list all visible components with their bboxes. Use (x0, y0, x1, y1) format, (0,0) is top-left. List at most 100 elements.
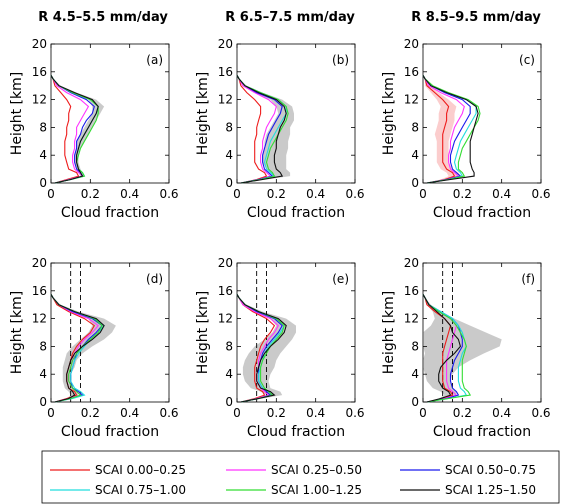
x-tick-label: 0 (233, 187, 241, 201)
y-tick-label: 12 (218, 312, 233, 326)
series-line-2 (422, 75, 465, 184)
x-tick-label: 0.6 (531, 406, 550, 420)
x-tick-label: 0.6 (159, 406, 178, 420)
legend-label: SCAI 1.00–1.25 (271, 483, 362, 497)
axes-box (236, 43, 356, 184)
y-axis-label: Height [km] (195, 291, 211, 374)
y-tick-label: 8 (411, 120, 419, 134)
series-line-3 (236, 75, 283, 184)
y-tick-label: 12 (32, 93, 47, 107)
y-tick-label: 0 (225, 176, 233, 190)
y-tick-label: 12 (404, 312, 419, 326)
series-line-4 (422, 294, 468, 403)
series-line-3 (236, 294, 283, 403)
y-tick-label: 16 (32, 65, 47, 79)
series-line-1 (236, 294, 276, 403)
y-tick-label: 0 (39, 395, 47, 409)
legend-label: SCAI 0.00–0.25 (95, 463, 186, 477)
legend-label: SCAI 1.25–1.50 (445, 483, 536, 497)
series-line-1 (236, 75, 268, 184)
y-tick-label: 8 (411, 339, 419, 353)
y-tick-label: 0 (411, 176, 419, 190)
x-tick-label: 0.4 (306, 406, 325, 420)
y-tick-label: 8 (225, 120, 233, 134)
y-tick-label: 20 (218, 37, 233, 51)
y-tick-label: 4 (225, 367, 233, 381)
series-line-3 (422, 75, 471, 184)
y-tick-label: 16 (32, 284, 47, 298)
x-tick-label: 0.2 (81, 187, 100, 201)
x-tick-label: 0 (47, 406, 55, 420)
x-tick-label: 0 (233, 406, 241, 420)
y-tick-label: 20 (404, 37, 419, 51)
x-axis-label: Cloud fraction (433, 424, 531, 440)
y-tick-label: 12 (404, 93, 419, 107)
x-tick-label: 0.6 (531, 187, 550, 201)
y-tick-label: 20 (404, 256, 419, 270)
x-axis-label: Cloud fraction (61, 205, 159, 221)
x-tick-label: 0.2 (453, 187, 472, 201)
x-tick-label: 0.2 (267, 406, 286, 420)
y-tick-label: 16 (218, 65, 233, 79)
x-axis-label: Cloud fraction (247, 205, 345, 221)
y-tick-label: 8 (39, 120, 47, 134)
column-title-1: R 4.5–5.5 mm/day (38, 10, 168, 25)
y-tick-label: 16 (218, 284, 233, 298)
x-tick-label: 0.2 (81, 406, 100, 420)
x-axis-label: Cloud fraction (61, 424, 159, 440)
x-tick-label: 0 (419, 406, 427, 420)
panel-label: (e) (332, 272, 349, 286)
y-axis-label: Height [km] (381, 291, 397, 374)
x-tick-label: 0.4 (492, 187, 511, 201)
x-tick-label: 0 (47, 187, 55, 201)
x-tick-label: 0.2 (453, 406, 472, 420)
panel-label: (a) (146, 53, 163, 67)
panel-label: (d) (146, 272, 163, 286)
series-line-6 (236, 75, 287, 184)
y-axis-label: Height [km] (9, 291, 25, 374)
uncertainty-band (51, 75, 105, 183)
x-tick-label: 0.6 (159, 187, 178, 201)
panel-label: (f) (521, 272, 535, 286)
x-tick-label: 0.4 (120, 406, 139, 420)
y-axis-label: Height [km] (195, 72, 211, 155)
series-line-2 (236, 75, 277, 184)
y-tick-label: 4 (411, 148, 419, 162)
x-axis-label: Cloud fraction (247, 424, 345, 440)
axes-box (50, 43, 170, 184)
panel-label: (c) (519, 53, 535, 67)
legend-label: SCAI 0.75–1.00 (95, 483, 186, 497)
series-line-6 (422, 75, 479, 184)
legend-box (41, 450, 560, 504)
y-axis-label: Height [km] (9, 72, 25, 155)
y-tick-label: 20 (218, 256, 233, 270)
y-tick-label: 20 (32, 37, 47, 51)
column-title-3: R 8.5–9.5 mm/day (411, 10, 541, 25)
legend-label: SCAI 0.25–0.50 (271, 463, 362, 477)
y-tick-label: 8 (39, 339, 47, 353)
column-title-2: R 6.5–7.5 mm/day (225, 10, 355, 25)
legend-label: SCAI 0.50–0.75 (445, 463, 536, 477)
x-tick-label: 0 (419, 187, 427, 201)
series-line-6 (50, 75, 99, 184)
y-axis-label: Height [km] (381, 72, 397, 155)
series-line-6 (236, 294, 287, 403)
y-tick-label: 16 (404, 284, 419, 298)
series-line-2 (50, 75, 90, 184)
series-line-2 (236, 294, 279, 403)
x-tick-label: 0.6 (345, 406, 364, 420)
legend: SCAI 0.00–0.25 SCAI 0.25–0.50 SCAI 0.50–0.… (41, 450, 560, 504)
y-tick-label: 0 (225, 395, 233, 409)
y-tick-label: 12 (218, 93, 233, 107)
series-line-1 (50, 294, 96, 403)
y-tick-label: 4 (411, 367, 419, 381)
x-tick-label: 0.2 (267, 187, 286, 201)
y-tick-label: 0 (411, 395, 419, 409)
